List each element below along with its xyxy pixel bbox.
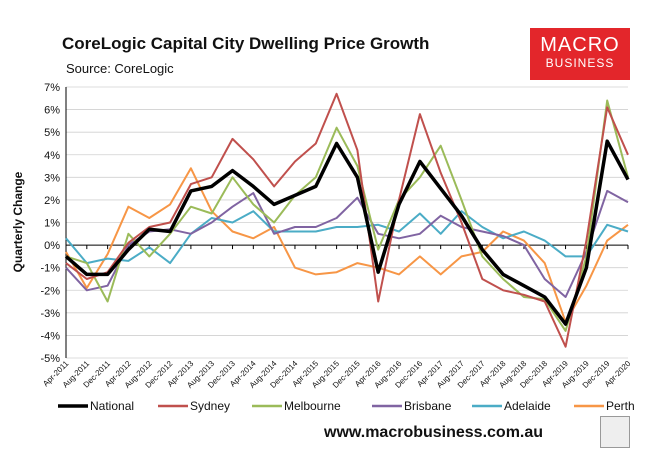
logo-line-1: MACRO	[540, 34, 620, 56]
series-line-brisbane	[65, 189, 629, 298]
y-tick-label: 6%	[44, 105, 60, 117]
series-line-perth	[65, 167, 629, 323]
chart-title: CoreLogic Capital City Dwelling Price Gr…	[62, 34, 430, 53]
y-tick-label: -5%	[40, 353, 60, 365]
y-axis-ticks: 7% 6% 5% 4% 3% 2% 1% 0% -1% -2% -3% -4% -5%	[40, 82, 60, 365]
legend-label: Brisbane	[404, 399, 452, 413]
chart-source: Source: CoreLogic	[66, 61, 174, 76]
y-tick-label: 7%	[44, 82, 60, 94]
y-tick-label: 1%	[44, 218, 60, 230]
legend-label: National	[90, 399, 134, 413]
y-tick-label: 3%	[44, 172, 60, 184]
x-axis-ticks: Apr-2011Aug-2011Dec-2011Apr-2012Aug-2012…	[41, 245, 633, 390]
legend-label: Perth	[606, 399, 635, 413]
footer-url: www.macrobusiness.com.au	[324, 424, 544, 441]
legend-label: Melbourne	[284, 399, 341, 413]
legend: National Sydney Melbourne Brisbane Adelaide P…	[58, 399, 635, 413]
y-tick-label: -2%	[40, 285, 60, 297]
y-tick-label: -3%	[40, 308, 60, 320]
legend-label: Sydney	[190, 399, 230, 413]
series-line-sydney	[65, 92, 629, 348]
y-tick-label: 0%	[44, 240, 60, 252]
macro-business-logo: MACRO BUSINESS	[530, 28, 630, 80]
wolf-logo-icon	[600, 416, 630, 448]
y-tick-label: -4%	[40, 330, 60, 342]
y-axis-label: Quarterly Change	[11, 171, 25, 272]
legend-label: Adelaide	[504, 399, 551, 413]
y-tick-label: -1%	[40, 263, 60, 275]
logo-line-2: BUSINESS	[545, 56, 615, 70]
series-lines	[64, 92, 630, 348]
y-tick-label: 5%	[44, 127, 60, 139]
gridlines	[65, 86, 628, 359]
series-line-national	[64, 139, 630, 326]
y-tick-label: 2%	[44, 195, 60, 207]
y-tick-label: 4%	[44, 150, 60, 162]
series-line-adelaide	[65, 210, 629, 265]
